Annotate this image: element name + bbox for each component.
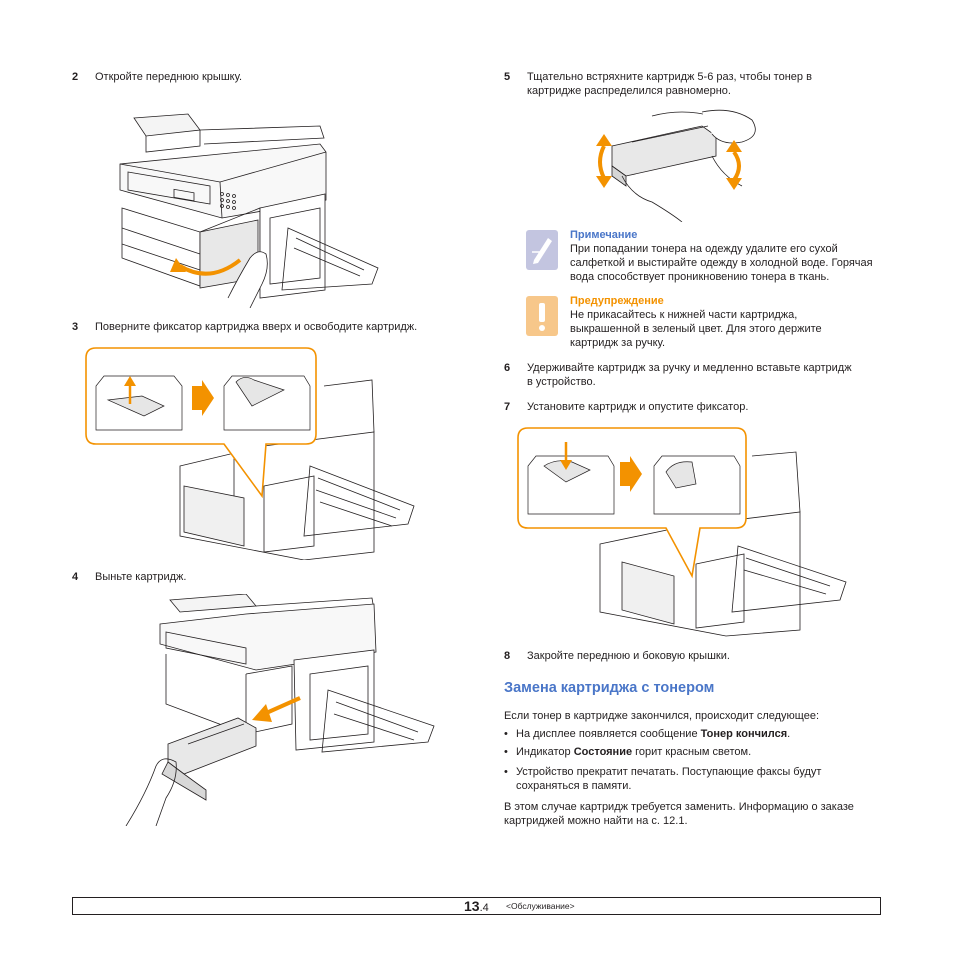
section-outro-line: В этом случае картридж требуется заменит… [504,801,854,813]
step-5: 5 Тщательно встряхните картридж 5-6 раз,… [504,70,884,98]
bullet-text: Индикатор Состояние горит красным светом… [516,746,752,758]
step-number: 2 [72,71,79,83]
page-number-minor: .4 [479,902,489,914]
step-number: 6 [504,362,511,374]
cartridge-lever-release-illustration [85,347,415,560]
cartridge-install-lever-illustration [517,427,847,637]
section-outro-line: картриджей можно найти на с. 12.1. [504,815,688,827]
note-pencil-icon [526,230,558,270]
step-8: 8 Закройте переднюю и боковую крышки. [504,649,884,663]
shake-cartridge-illustration [596,109,756,222]
step-2: 2 Откройте переднюю крышку. [72,70,472,84]
step-text: Откройте переднюю крышку. [95,71,243,83]
bullet-text-line: Устройство прекратит печатать. Поступающ… [516,766,822,778]
bullet-item: • Индикатор Состояние горит красным свет… [504,745,884,759]
warning-exclamation-icon [526,296,558,336]
warning-line: картридж за ручку. [570,337,666,349]
step-text-line: в устройство. [527,376,596,388]
warning-line: Не прикасайтесь к нижней части картриджа… [570,309,798,321]
footer-section-label: <Обслуживание> [506,901,575,911]
note-line: При попадании тонера на одежду удалите е… [570,243,838,255]
step-text: Закройте переднюю и боковую крышки. [527,650,730,662]
step-text: Установите картридж и опустите фиксатор. [527,401,749,413]
step-number: 4 [72,571,79,583]
step-3: 3 Поверните фиксатор картриджа вверх и о… [72,320,492,334]
step-4: 4 Выньте картридж. [72,570,372,584]
bullet-dot: • [504,766,508,778]
bullet-dot: • [504,728,508,740]
printer-open-front-cover-illustration [119,113,379,308]
section-heading: Замена картриджа с тонером [504,680,715,696]
section-intro: Если тонер в картридже закончился, проис… [504,710,820,722]
page-number-major: 13 [464,898,480,914]
bullet-item: • На дисплее появляется сообщение Тонер … [504,727,884,741]
step-7: 7 Установите картридж и опустите фиксато… [504,400,884,414]
bullet-text-line: сохраняться в памяти. [516,780,632,792]
step-number: 5 [504,71,511,83]
note-title: Примечание [570,229,638,241]
page-number: 13.4 [464,898,489,916]
step-number: 7 [504,401,511,413]
step-text: Выньте картридж. [95,571,187,583]
note-line: вода способствует проникновению тонера в… [570,271,830,283]
warning-title: Предупреждение [570,295,664,307]
note-block: Примечание При попадании тонера на одежд… [526,228,886,286]
bullet-text: На дисплее появляется сообщение Тонер ко… [516,728,791,740]
step-number: 3 [72,321,79,333]
cartridge-removal-illustration [125,594,435,826]
bullet-dot: • [504,746,508,758]
step-text-line: Тщательно встряхните картридж 5-6 раз, ч… [527,71,812,83]
warning-line: выкрашенной в зеленый цвет. Для этого де… [570,323,822,335]
page-footer: 13.4 <Обслуживание> [72,897,881,915]
step-number: 8 [504,650,511,662]
note-line: салфеткой и выстирайте одежду в холодной… [570,257,873,269]
bullet-item: • Устройство прекратит печатать. Поступа… [504,765,884,793]
step-6: 6 Удерживайте картридж за ручку и медлен… [504,361,894,389]
step-text: Поверните фиксатор картриджа вверх и осв… [95,321,418,333]
step-text-line: Удерживайте картридж за ручку и медленно… [527,362,852,374]
step-text-line: картридже распределился равномерно. [527,85,731,97]
warning-block: Предупреждение Не прикасайтесь к нижней … [526,294,886,352]
